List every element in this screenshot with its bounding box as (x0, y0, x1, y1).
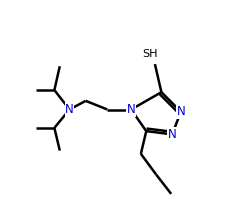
Text: N: N (176, 105, 184, 118)
Text: SH: SH (142, 49, 157, 59)
Text: N: N (167, 128, 176, 141)
Text: N: N (126, 103, 135, 116)
Text: N: N (65, 103, 73, 116)
